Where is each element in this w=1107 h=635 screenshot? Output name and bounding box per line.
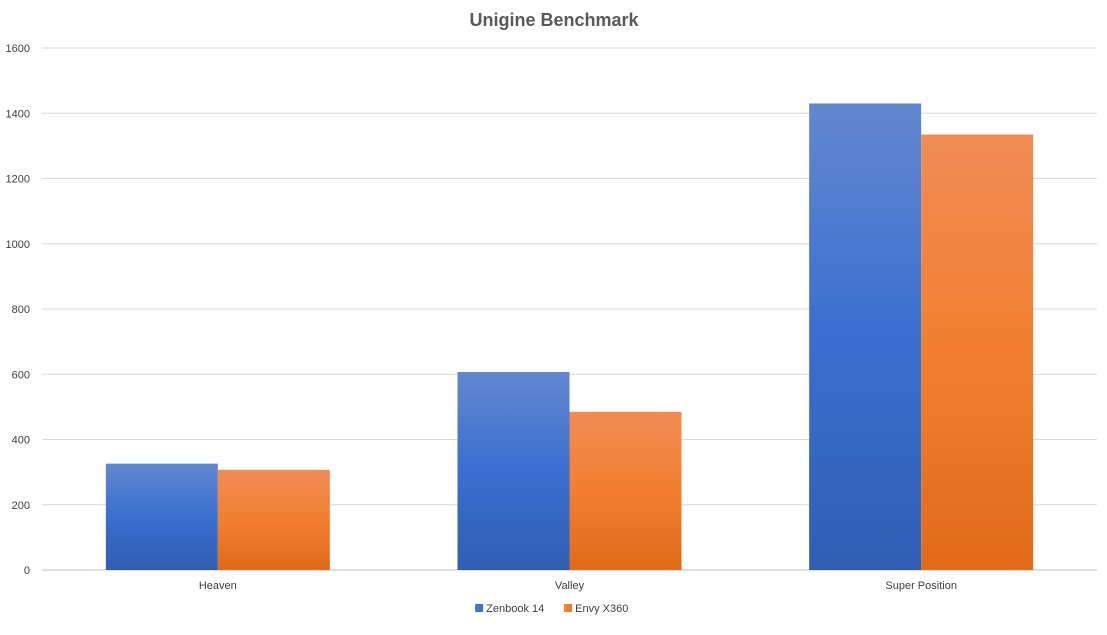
bar-zenbook-14-valley xyxy=(457,371,570,570)
bar-zenbook-14-super-position xyxy=(809,103,922,571)
y-tick-label: 200 xyxy=(12,500,30,512)
y-tick-label: 800 xyxy=(12,304,30,316)
x-category-label: Valley xyxy=(555,580,585,592)
bar-envy-x360-super-position xyxy=(921,134,1034,571)
x-category-label: Heaven xyxy=(199,580,237,592)
chart-title: Unigine Benchmark xyxy=(469,10,639,30)
legend-label: Zenbook 14 xyxy=(486,603,544,615)
y-tick-label: 400 xyxy=(12,435,30,447)
y-tick-label: 1400 xyxy=(6,108,30,120)
y-tick-label: 0 xyxy=(24,565,30,577)
legend-swatch xyxy=(564,604,573,612)
bar-envy-x360-heaven xyxy=(217,469,330,570)
bar-zenbook-14-heaven xyxy=(105,463,218,570)
legend-swatch xyxy=(475,604,484,612)
y-tick-label: 1200 xyxy=(6,174,30,186)
y-tick-label: 600 xyxy=(12,369,30,381)
y-tick-label: 1600 xyxy=(6,43,30,55)
bar-envy-x360-valley xyxy=(569,411,682,570)
legend-label: Envy X360 xyxy=(575,603,628,615)
y-tick-label: 1000 xyxy=(6,239,30,251)
x-category-label: Super Position xyxy=(885,580,957,592)
